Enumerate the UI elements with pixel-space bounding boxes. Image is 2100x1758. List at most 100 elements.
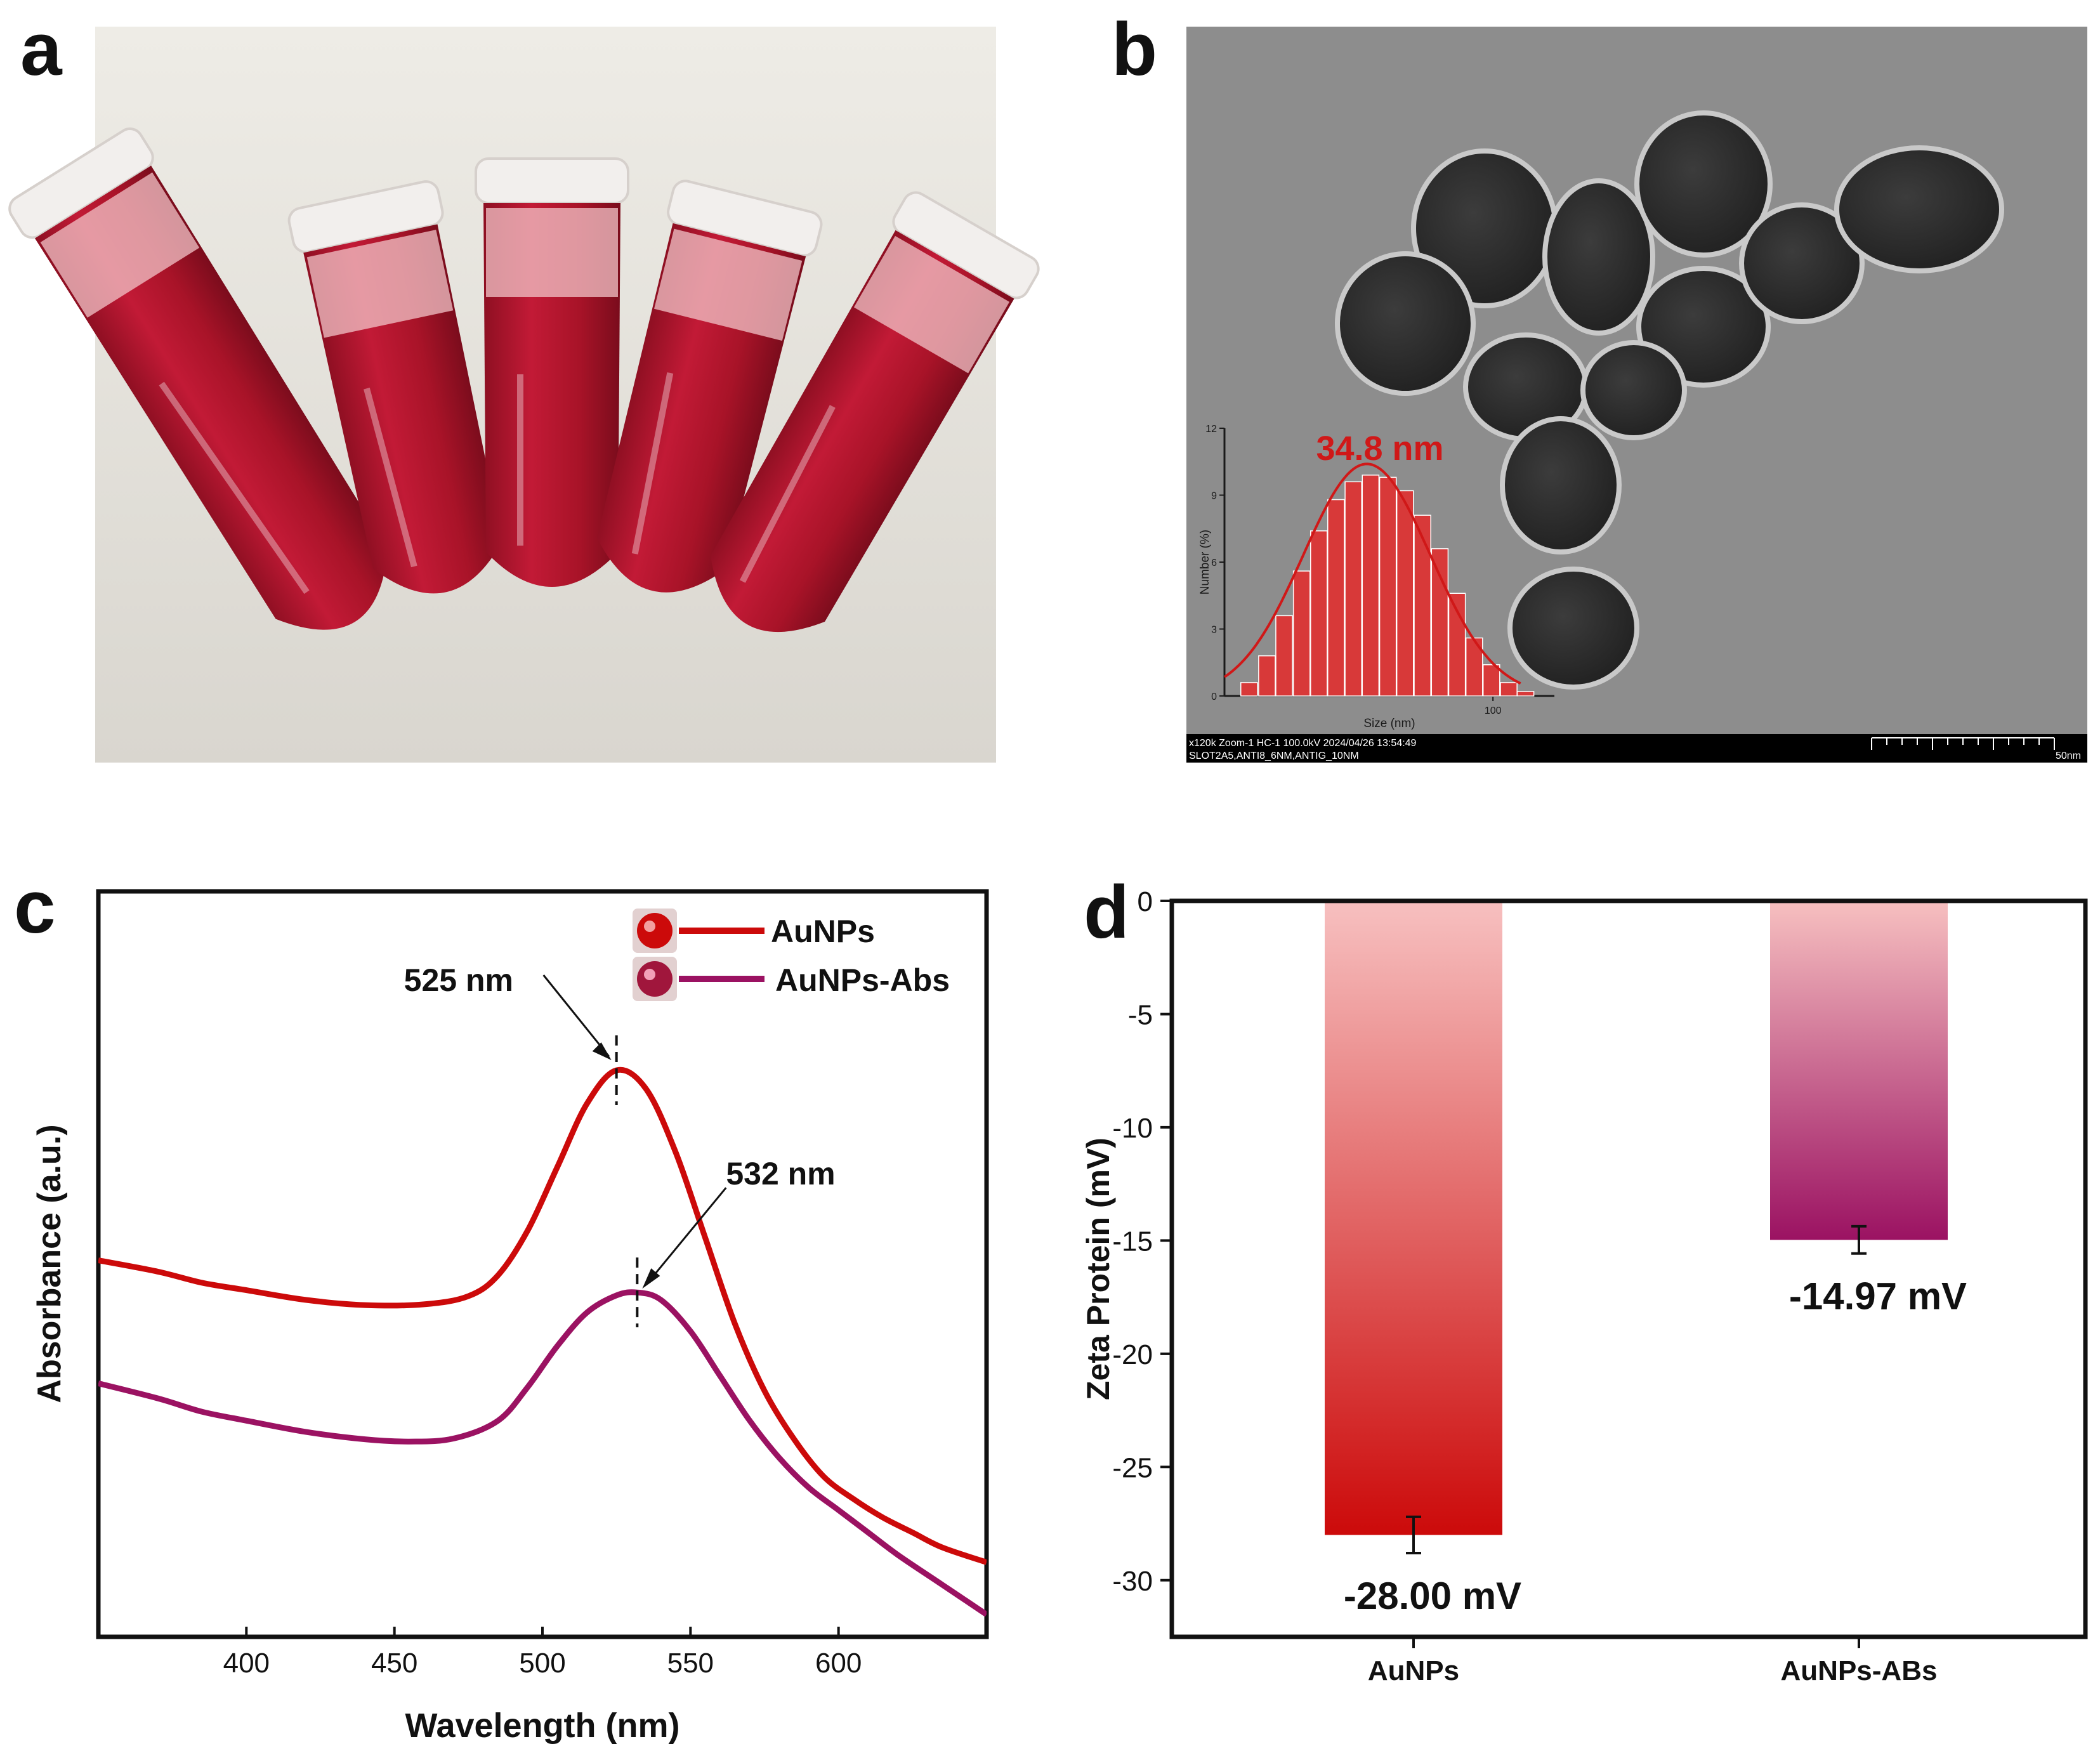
inset-mean-size-label: 34.8 nm — [1316, 430, 1443, 468]
scale-bar-label: 50nm — [2056, 751, 2081, 761]
inset-bar — [1500, 682, 1518, 697]
inset-bar — [1379, 476, 1397, 697]
inset-y-label: Number (%) — [1198, 530, 1212, 594]
inset-bar — [1448, 593, 1466, 697]
annotation-525-nm: 525 nm — [404, 962, 513, 998]
c-x-axis-label: Wavelength (nm) — [405, 1707, 679, 1745]
nanoparticle — [1834, 145, 2004, 273]
d-y-tick-label: -20 — [1112, 1339, 1153, 1370]
inset-bar — [1362, 475, 1380, 697]
nanoparticle — [1542, 178, 1655, 336]
c-x-ticks: 400 450 500 550 600 — [223, 1627, 862, 1679]
tube-2 — [287, 180, 502, 594]
nanoparticle — [1634, 110, 1773, 258]
inset-x-ticks: 100 — [1485, 696, 1502, 716]
d-y-tick-label: -30 — [1112, 1566, 1153, 1597]
series-aunps-abs-line — [98, 1289, 987, 1617]
zeta-data-label: -28.00 mV — [1344, 1575, 1521, 1617]
inset-bar — [1516, 691, 1535, 697]
d-y-tick-label: -25 — [1112, 1452, 1153, 1483]
panel-c: 400 450 500 550 600 525 nm 532 nm AuNPs AuNP… — [31, 889, 989, 1745]
nanoparticle — [1500, 416, 1622, 554]
nanoparticle — [1739, 202, 1865, 324]
panel-label-d: d — [1084, 870, 1129, 954]
d-x-tick-label: AuNPs — [1368, 1655, 1459, 1686]
nanoparticle — [1335, 251, 1476, 396]
zeta-bar-aunps — [1325, 901, 1502, 1535]
inset-bar — [1240, 682, 1258, 697]
panel-d: 0 -5 -10 -15 -20 -25 -30 -28.00 mV -14.97 mV Au… — [1080, 886, 2088, 1686]
c-x-tick-label: 600 — [815, 1648, 862, 1679]
c-x-tick-label: 450 — [371, 1648, 417, 1679]
size-distribution-inset: 0 3 6 9 12 100 34.8 nm Number (%) Size (nm) — [1198, 424, 1554, 730]
annotation-532-nm: 532 nm — [726, 1156, 835, 1191]
inset-bar — [1396, 490, 1414, 697]
c-y-axis-label: Absorbance (a.u.) — [31, 1124, 68, 1403]
inset-bar — [1292, 570, 1311, 697]
inset-x-tick-label: 100 — [1485, 705, 1502, 716]
d-y-tick-label: -15 — [1112, 1226, 1153, 1257]
series-aunps-line — [98, 1066, 987, 1565]
d-x-ticks: AuNPs AuNPs-ABs — [1368, 1637, 1938, 1686]
nanoparticle — [1580, 340, 1687, 440]
legend-swatch-aunps-abs — [633, 957, 677, 1001]
legend-label-aunps-abs: AuNPs-Abs — [775, 962, 950, 998]
plot-frame-c — [96, 889, 989, 1639]
inset-bar — [1431, 548, 1449, 697]
inset-bar — [1309, 530, 1328, 697]
d-y-tick-label: 0 — [1138, 886, 1153, 917]
c-annotations — [542, 974, 727, 1328]
inset-bar — [1344, 481, 1362, 697]
scale-bar — [1871, 737, 2055, 750]
d-bars: -28.00 mV -14.97 mV — [1325, 901, 1967, 1617]
arrowhead-525 — [592, 1042, 612, 1060]
d-y-tick-label: -5 — [1128, 999, 1153, 1030]
inset-y-tick-label: 0 — [1211, 692, 1217, 702]
tube-5 — [710, 191, 1040, 633]
panel-label-b: b — [1112, 8, 1157, 91]
arrow-532 — [645, 1187, 727, 1286]
inset-y-tick-label: 12 — [1205, 424, 1217, 435]
legend-label-aunps: AuNPs — [771, 914, 875, 949]
nanoparticle — [1507, 567, 1639, 690]
d-y-ticks: 0 -5 -10 -15 -20 -25 -30 — [1112, 886, 1172, 1597]
tem-info-line-2: SLOT2A5,ANTI8_6NM,ANTIG_10NM — [1189, 751, 1359, 761]
inset-bar — [1327, 499, 1345, 697]
arrowhead-532 — [642, 1268, 660, 1289]
tem-info-bar — [1186, 734, 2087, 763]
c-x-tick-label: 400 — [223, 1648, 270, 1679]
tube-4 — [597, 180, 823, 593]
inset-gaussian-fit — [1223, 462, 1521, 685]
tem-info-line-1: x120k Zoom-1 HC-1 100.0kV 2024/04/26 13:… — [1189, 738, 1417, 749]
inset-bars — [1240, 475, 1535, 697]
d-y-axis-label: Zeta Protein (mV) — [1080, 1138, 1116, 1400]
panel-label-a: a — [20, 8, 63, 91]
inset-y-tick-label: 3 — [1211, 625, 1217, 636]
tube-3 — [475, 157, 629, 587]
inset-bar — [1275, 615, 1293, 697]
zeta-data-label: -14.97 mV — [1789, 1275, 1967, 1318]
panel-label-c: c — [14, 865, 56, 949]
tube-1 — [8, 127, 388, 630]
tem-particles — [1335, 110, 2004, 690]
zeta-bar-aunps-abs — [1770, 901, 1948, 1240]
inset-bar — [1414, 515, 1431, 697]
inset-y-tick-label: 6 — [1211, 558, 1217, 568]
c-x-tick-label: 500 — [519, 1648, 565, 1679]
legend-swatch-aunps — [633, 909, 677, 953]
d-x-tick-label: AuNPs-ABs — [1781, 1655, 1938, 1686]
legend-c: AuNPs AuNPs-Abs — [633, 909, 950, 1001]
inset-x-label: Size (nm) — [1363, 717, 1415, 730]
d-y-tick-label: -10 — [1112, 1113, 1153, 1144]
plot-frame-d — [1169, 898, 2088, 1639]
inset-y-tick-label: 9 — [1211, 491, 1217, 502]
panel-a — [8, 27, 1040, 763]
inset-y-ticks: 0 3 6 9 12 — [1205, 424, 1224, 702]
c-x-tick-label: 550 — [667, 1648, 714, 1679]
inset-bar — [1482, 664, 1500, 697]
inset-bar — [1258, 655, 1276, 697]
arrow-525 — [542, 974, 610, 1057]
